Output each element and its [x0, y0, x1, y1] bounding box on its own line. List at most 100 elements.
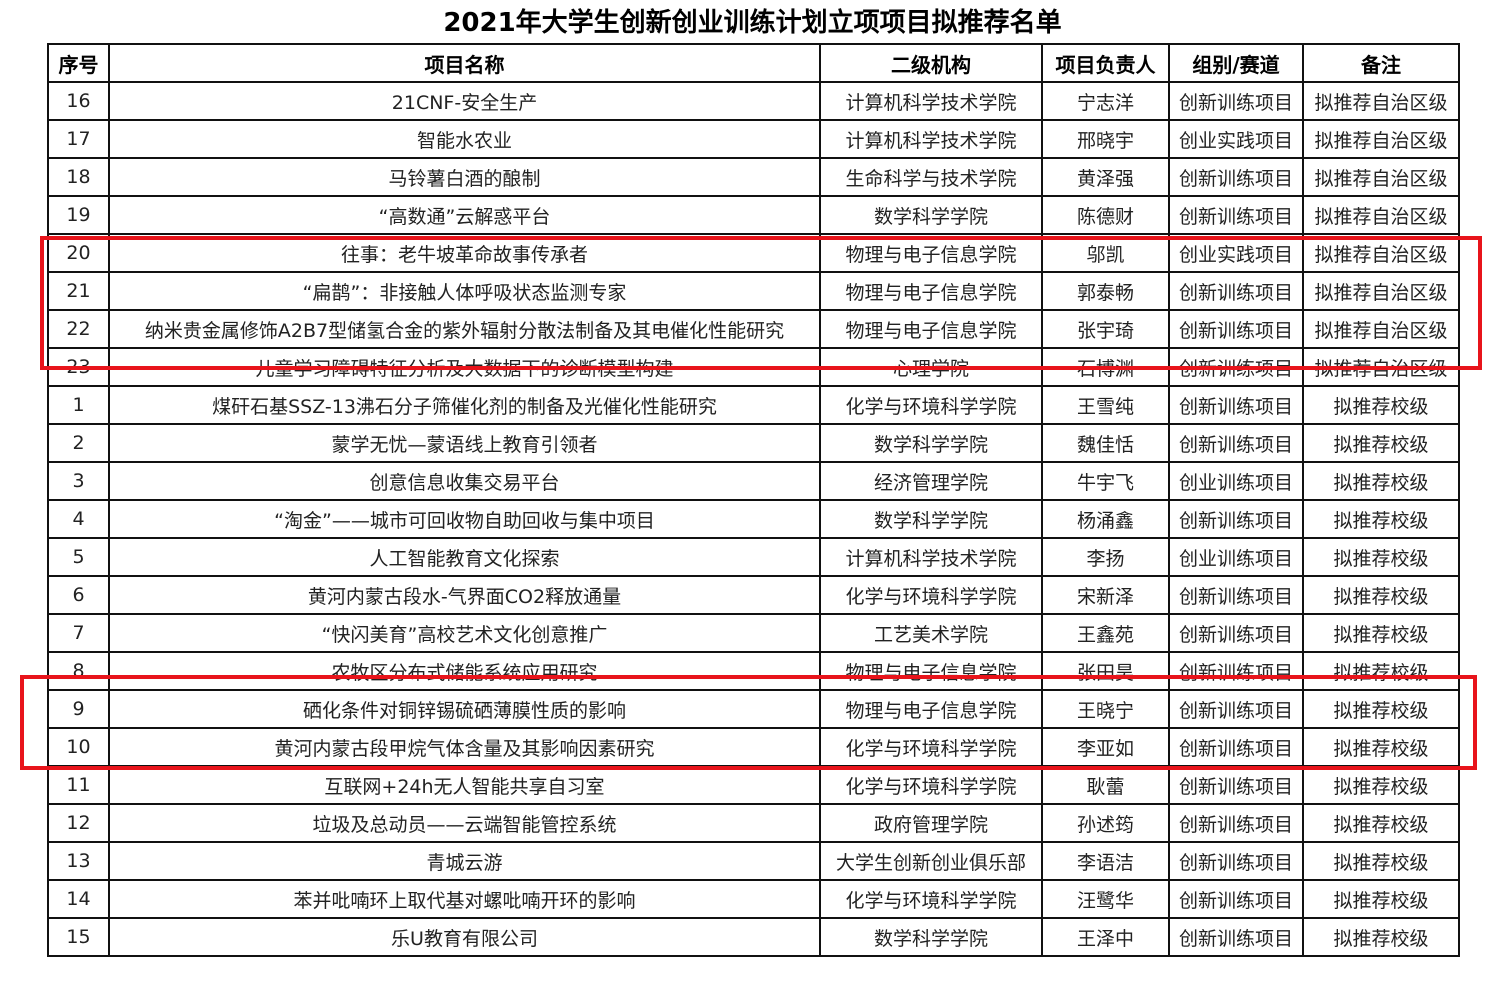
cell-category: 创新训练项目	[1168, 195, 1304, 235]
cell-leader: 邢晓宇	[1041, 119, 1170, 159]
header-row: 序号 项目名称 二级机构 项目负责人 组别/赛道 备注	[47, 43, 1460, 83]
cell-leader: 杨涌鑫	[1041, 499, 1170, 539]
cell-leader: 李扬	[1041, 537, 1170, 577]
cell-index: 12	[47, 803, 110, 843]
header-index: 序号	[47, 43, 110, 83]
cell-index: 22	[47, 309, 110, 349]
cell-index: 13	[47, 841, 110, 881]
cell-remarks: 拟推荐自治区级	[1302, 271, 1460, 311]
cell-remarks: 拟推荐自治区级	[1302, 233, 1460, 273]
cell-project-name: “快闪美育”高校艺术文化创意推广	[108, 613, 821, 653]
cell-remarks: 拟推荐校级	[1302, 423, 1460, 463]
cell-category: 创业训练项目	[1168, 461, 1304, 501]
cell-project-name: 人工智能教育文化探索	[108, 537, 821, 577]
cell-leader: 魏佳恬	[1041, 423, 1170, 463]
cell-project-name: 黄河内蒙古段水-气界面CO2释放通量	[108, 575, 821, 615]
cell-index: 10	[47, 727, 110, 767]
cell-category: 创新训练项目	[1168, 689, 1304, 729]
cell-remarks: 拟推荐校级	[1302, 765, 1460, 805]
table-row: 10 黄河内蒙古段甲烷气体含量及其影响因素研究 化学与环境科学学院 李亚如 创新训练项目…	[47, 727, 1460, 767]
table-row: 7 “快闪美育”高校艺术文化创意推广 工艺美术学院 王鑫苑 创新训练项目 拟推荐校级	[47, 613, 1460, 653]
cell-project-name: “淘金”——城市可回收物自助回收与集中项目	[108, 499, 821, 539]
cell-category: 创新训练项目	[1168, 385, 1304, 425]
cell-index: 9	[47, 689, 110, 729]
cell-institution: 工艺美术学院	[819, 613, 1043, 653]
cell-institution: 化学与环境科学学院	[819, 385, 1043, 425]
cell-institution: 数学科学学院	[819, 917, 1043, 957]
header-institution: 二级机构	[819, 43, 1043, 83]
cell-index: 8	[47, 651, 110, 691]
cell-remarks: 拟推荐自治区级	[1302, 157, 1460, 197]
cell-index: 6	[47, 575, 110, 615]
table-row: 19 “高数通”云解惑平台 数学科学学院 陈德财 创新训练项目 拟推荐自治区级	[47, 195, 1460, 235]
cell-index: 14	[47, 879, 110, 919]
cell-index: 15	[47, 917, 110, 957]
cell-institution: 物理与电子信息学院	[819, 309, 1043, 349]
cell-institution: 数学科学学院	[819, 195, 1043, 235]
cell-category: 创新训练项目	[1168, 575, 1304, 615]
cell-index: 11	[47, 765, 110, 805]
table-row: 6 黄河内蒙古段水-气界面CO2释放通量 化学与环境科学学院 宋新泽 创新训练项目 拟推荐…	[47, 575, 1460, 615]
cell-leader: 宁志洋	[1041, 81, 1170, 121]
cell-leader: 郭泰畅	[1041, 271, 1170, 311]
cell-remarks: 拟推荐校级	[1302, 385, 1460, 425]
table-row: 2 蒙学无忧—蒙语线上教育引领者 数学科学学院 魏佳恬 创新训练项目 拟推荐校级	[47, 423, 1460, 463]
cell-project-name: 青城云游	[108, 841, 821, 881]
cell-leader: 王雪纯	[1041, 385, 1170, 425]
cell-category: 创新训练项目	[1168, 309, 1304, 349]
cell-institution: 物理与电子信息学院	[819, 651, 1043, 691]
cell-index: 2	[47, 423, 110, 463]
cell-institution: 化学与环境科学学院	[819, 765, 1043, 805]
cell-institution: 计算机科学技术学院	[819, 81, 1043, 121]
cell-category: 创新训练项目	[1168, 81, 1304, 121]
cell-institution: 数学科学学院	[819, 499, 1043, 539]
cell-category: 创业实践项目	[1168, 119, 1304, 159]
table-row: 5 人工智能教育文化探索 计算机科学技术学院 李扬 创业训练项目 拟推荐校级	[47, 537, 1460, 577]
cell-leader: 陈德财	[1041, 195, 1170, 235]
cell-institution: 数学科学学院	[819, 423, 1043, 463]
cell-remarks: 拟推荐校级	[1302, 613, 1460, 653]
cell-remarks: 拟推荐校级	[1302, 841, 1460, 881]
cell-index: 23	[47, 347, 110, 387]
cell-institution: 计算机科学技术学院	[819, 119, 1043, 159]
cell-category: 创新训练项目	[1168, 917, 1304, 957]
cell-leader: 黄泽强	[1041, 157, 1170, 197]
table-row: 13 青城云游 大学生创新创业俱乐部 李语洁 创新训练项目 拟推荐校级	[47, 841, 1460, 881]
cell-remarks: 拟推荐校级	[1302, 461, 1460, 501]
cell-index: 21	[47, 271, 110, 311]
cell-institution: 物理与电子信息学院	[819, 233, 1043, 273]
cell-project-name: 往事：老牛坡革命故事传承者	[108, 233, 821, 273]
cell-index: 5	[47, 537, 110, 577]
cell-project-name: 纳米贵金属修饰A2B7型储氢合金的紫外辐射分散法制备及其电催化性能研究	[108, 309, 821, 349]
cell-project-name: 垃圾及总动员——云端智能管控系统	[108, 803, 821, 843]
project-table: 序号 项目名称 二级机构 项目负责人 组别/赛道 备注 16 21CNF-安全生产…	[47, 43, 1460, 957]
cell-project-name: 乐U教育有限公司	[108, 917, 821, 957]
cell-category: 创新训练项目	[1168, 271, 1304, 311]
cell-category: 创新训练项目	[1168, 651, 1304, 691]
cell-project-name: 创意信息收集交易平台	[108, 461, 821, 501]
cell-project-name: 苯并吡喃环上取代基对螺吡喃开环的影响	[108, 879, 821, 919]
cell-leader: 王晓宁	[1041, 689, 1170, 729]
cell-leader: 邬凯	[1041, 233, 1170, 273]
cell-institution: 物理与电子信息学院	[819, 689, 1043, 729]
cell-project-name: 农牧区分布式储能系统应用研究	[108, 651, 821, 691]
cell-institution: 化学与环境科学学院	[819, 727, 1043, 767]
cell-category: 创新训练项目	[1168, 347, 1304, 387]
cell-remarks: 拟推荐校级	[1302, 727, 1460, 767]
cell-remarks: 拟推荐自治区级	[1302, 347, 1460, 387]
cell-project-name: 马铃薯白酒的酿制	[108, 157, 821, 197]
cell-remarks: 拟推荐校级	[1302, 879, 1460, 919]
cell-index: 17	[47, 119, 110, 159]
cell-index: 1	[47, 385, 110, 425]
cell-category: 创业训练项目	[1168, 537, 1304, 577]
cell-category: 创新训练项目	[1168, 727, 1304, 767]
cell-institution: 化学与环境科学学院	[819, 879, 1043, 919]
cell-index: 20	[47, 233, 110, 273]
cell-leader: 李亚如	[1041, 727, 1170, 767]
header-project-name: 项目名称	[108, 43, 821, 83]
cell-project-name: 煤矸石基SSZ-13沸石分子筛催化剂的制备及光催化性能研究	[108, 385, 821, 425]
cell-project-name: 硒化条件对铜锌锡硫硒薄膜性质的影响	[108, 689, 821, 729]
cell-index: 18	[47, 157, 110, 197]
cell-leader: 王鑫苑	[1041, 613, 1170, 653]
cell-project-name: 儿童学习障碍特征分析及大数据下的诊断模型构建	[108, 347, 821, 387]
